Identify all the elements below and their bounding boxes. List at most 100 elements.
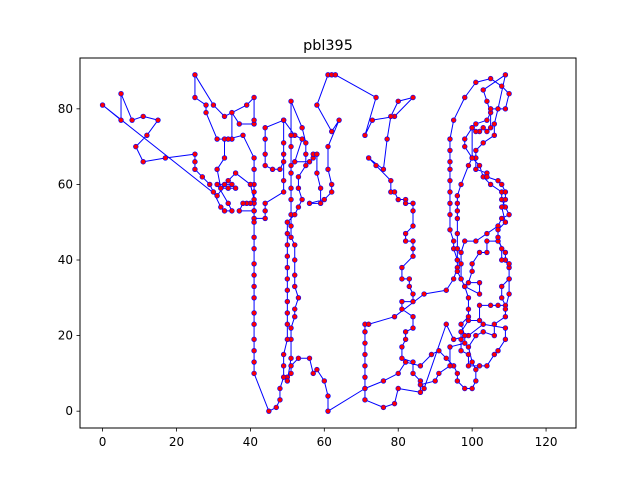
city-point [225, 200, 231, 207]
city-point [450, 117, 457, 123]
city-point [329, 128, 335, 135]
city-point [243, 102, 250, 108]
city-point [502, 106, 509, 112]
city-point [491, 121, 498, 127]
city-point [284, 219, 291, 225]
city-point [369, 117, 376, 123]
city-point [476, 317, 483, 324]
city-point [506, 261, 512, 267]
city-point [210, 102, 217, 108]
city-point [502, 189, 509, 195]
city-point [495, 302, 501, 309]
city-point [292, 306, 298, 312]
city-point [262, 151, 268, 157]
city-point [421, 291, 427, 297]
city-point [491, 332, 498, 339]
city-point [225, 177, 231, 184]
city-point [465, 363, 472, 369]
city-point [450, 336, 457, 343]
city-point [436, 370, 442, 377]
city-point [192, 166, 198, 173]
city-point [251, 336, 257, 343]
city-point [292, 314, 298, 320]
city-point [502, 219, 509, 225]
city-point [251, 370, 257, 377]
city-point [473, 121, 479, 127]
city-point [495, 106, 501, 112]
city-point [266, 408, 272, 414]
city-point [162, 155, 169, 161]
city-point [502, 336, 509, 343]
city-point [380, 378, 387, 384]
city-point [462, 385, 468, 392]
city-point [469, 155, 475, 161]
city-point [299, 125, 305, 131]
city-point [314, 366, 320, 373]
city-point [410, 359, 416, 365]
city-point [502, 314, 509, 320]
city-point [288, 363, 294, 369]
city-point [476, 302, 483, 309]
city-point [280, 140, 287, 146]
city-point [399, 276, 405, 282]
city-point [284, 230, 291, 237]
city-point [491, 321, 498, 327]
city-point [314, 151, 320, 157]
city-point [336, 117, 342, 123]
city-point [454, 208, 461, 214]
plot-area [79, 57, 577, 429]
city-point [399, 298, 405, 305]
city-point [214, 136, 220, 142]
tour-markers [99, 72, 512, 414]
city-point [118, 117, 124, 123]
city-point [388, 177, 394, 184]
city-point [129, 117, 135, 123]
city-point [280, 374, 287, 380]
city-point [210, 189, 217, 195]
city-point [251, 234, 257, 241]
city-point [362, 340, 368, 346]
city-point [262, 208, 268, 214]
city-point [221, 208, 228, 214]
city-point [229, 208, 235, 214]
city-point [288, 223, 294, 229]
city-point [399, 355, 405, 361]
city-point [221, 155, 228, 161]
city-point [218, 185, 224, 191]
city-point [251, 189, 257, 195]
city-point [454, 230, 461, 237]
city-point [484, 174, 490, 180]
city-point [491, 351, 498, 358]
city-point [447, 166, 453, 173]
city-point [251, 196, 257, 203]
city-point [306, 200, 313, 207]
y-tick-label: 0 [65, 404, 73, 418]
city-point [480, 87, 486, 93]
city-point [192, 72, 198, 78]
city-point [192, 151, 198, 157]
city-point [499, 204, 505, 210]
city-point [292, 159, 298, 165]
city-point [402, 359, 409, 365]
city-point [406, 276, 413, 282]
y-tick-label: 40 [58, 253, 73, 267]
x-tick-label: 60 [317, 435, 332, 449]
city-point [288, 325, 294, 331]
city-point [380, 166, 387, 173]
city-point [447, 147, 453, 154]
city-point [465, 351, 472, 358]
city-point [487, 106, 494, 112]
city-point [299, 136, 305, 142]
city-point [417, 389, 424, 395]
x-tick-label: 100 [461, 435, 484, 449]
city-point [502, 306, 509, 312]
city-point [192, 94, 198, 101]
city-point [199, 174, 206, 180]
city-point [428, 351, 435, 358]
city-point [402, 329, 409, 335]
city-point [402, 200, 409, 207]
city-point [380, 404, 387, 411]
city-point [362, 363, 368, 369]
city-point [262, 162, 268, 169]
